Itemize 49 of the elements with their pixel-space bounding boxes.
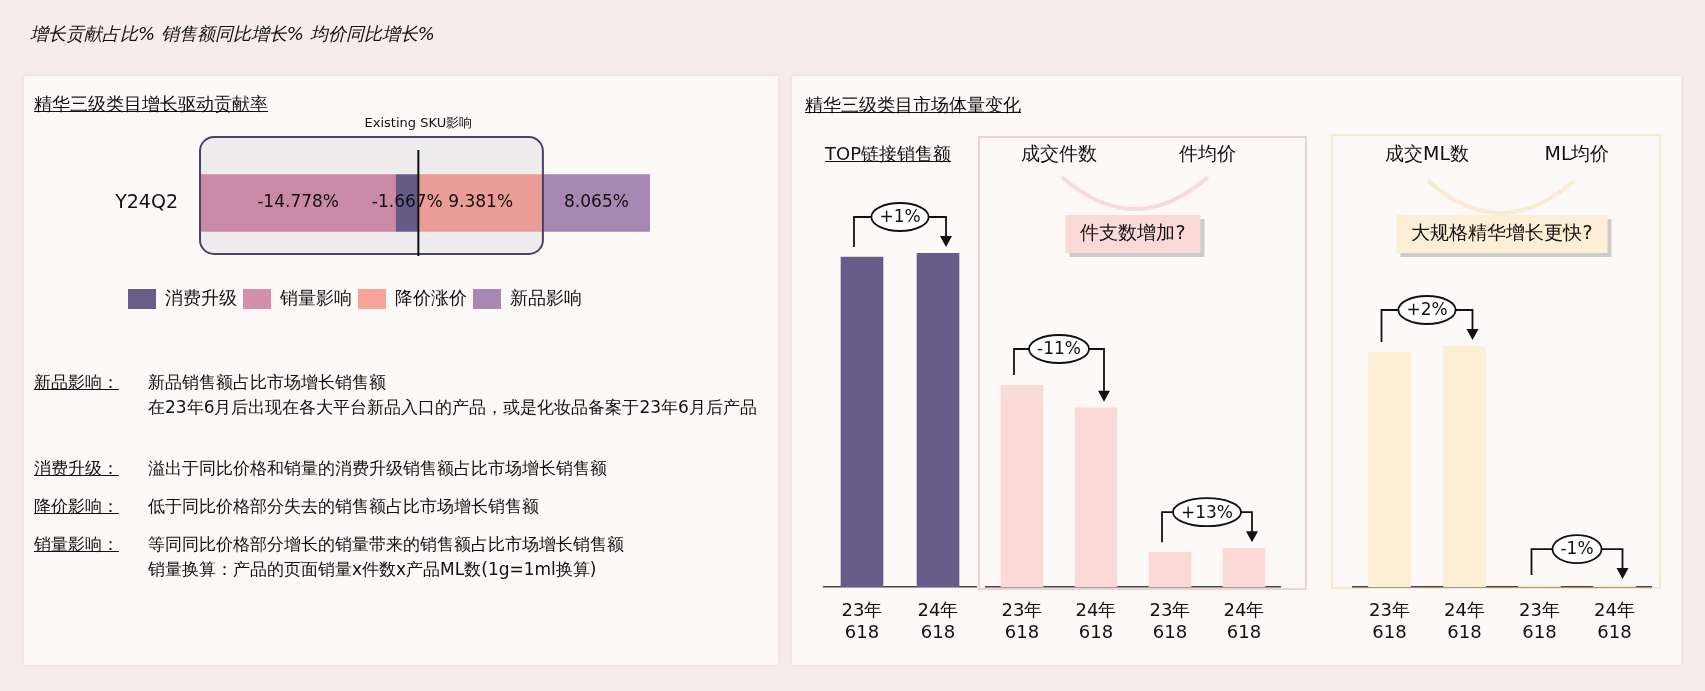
text: 消费升级： bbox=[34, 457, 119, 480]
text: 溢出于同比价格和销量的消费升级销售额占比市场增长销售额 bbox=[148, 457, 608, 480]
x-tick-label: 24年 618 bbox=[1223, 599, 1265, 643]
x-tick-label: 23年 618 bbox=[1519, 599, 1560, 643]
text: 降价影响： bbox=[34, 495, 119, 518]
text: 新品影响： bbox=[34, 371, 119, 394]
text: 在23年6月后出现在各大平台新品入口的产品，或是化妆品备案于23年6月后产品 bbox=[148, 396, 758, 419]
chart-title: 精华三级类目增长驱动贡献率 bbox=[34, 92, 268, 116]
text: 增长贡献占比% 销售额同比增长% 均价同比增长% bbox=[30, 22, 435, 46]
data-label: 9.381% bbox=[448, 191, 514, 212]
text: 低于同比价格部分失去的销售额占比市场增长销售额 bbox=[148, 495, 540, 518]
bar bbox=[542, 174, 650, 232]
text: 大规格精华增长更快? bbox=[1411, 220, 1593, 243]
x-tick-label: 24年 618 bbox=[1594, 599, 1635, 643]
text: ML均价 bbox=[1544, 141, 1610, 164]
bar bbox=[1074, 407, 1118, 587]
legend-label: 消费升级 bbox=[165, 286, 237, 308]
annotation: -1% bbox=[1560, 538, 1594, 559]
text: +2% bbox=[1406, 299, 1448, 320]
x-tick-label: 23年 618 bbox=[841, 599, 883, 643]
text: 件均价 bbox=[1178, 141, 1236, 164]
text: 销量影响： bbox=[34, 533, 119, 556]
text: 精华三级类目市场体量变化 bbox=[805, 93, 1021, 117]
chart-title: TOP链接销售额 bbox=[825, 142, 952, 166]
text: 成交ML数 bbox=[1385, 141, 1469, 164]
legend-label: 销量影响 bbox=[279, 286, 352, 308]
x-tick-label: 23年 618 bbox=[1369, 599, 1410, 643]
x-tick-label: 24年 618 bbox=[1444, 599, 1485, 643]
text: +1% bbox=[879, 206, 921, 227]
data-label: -14.778% bbox=[257, 191, 339, 212]
text: -11% bbox=[1037, 338, 1081, 359]
bar bbox=[1000, 385, 1044, 587]
bar bbox=[1222, 547, 1266, 587]
legend-label: 降价涨价 bbox=[395, 286, 467, 308]
y-tick-label: Y24Q2 bbox=[114, 189, 178, 212]
text: 等同同比价格部分增长的销量带来的销售额占比市场增长销售额 bbox=[148, 533, 625, 556]
x-tick-label: 24年 618 bbox=[1075, 599, 1117, 643]
text: 件支数增加? bbox=[1080, 220, 1186, 243]
bar bbox=[1148, 551, 1192, 587]
band-label: Existing SKU影响 bbox=[364, 115, 473, 131]
text: 新品销售额占比市场增长销售额 bbox=[148, 371, 387, 394]
x-tick-label: 23年 618 bbox=[1001, 599, 1043, 643]
text: 成交件数 bbox=[1021, 141, 1097, 164]
text: 销量换算：产品的页面销量x件数x产品ML数(1g=1ml换算) bbox=[148, 558, 598, 581]
legend-label: 新品影响 bbox=[510, 286, 582, 308]
annotation: +13% bbox=[1180, 501, 1234, 522]
x-tick-label: 24年 618 bbox=[917, 599, 959, 643]
x-tick-label: 23年 618 bbox=[1149, 599, 1191, 643]
data-label: 8.065% bbox=[564, 191, 629, 212]
